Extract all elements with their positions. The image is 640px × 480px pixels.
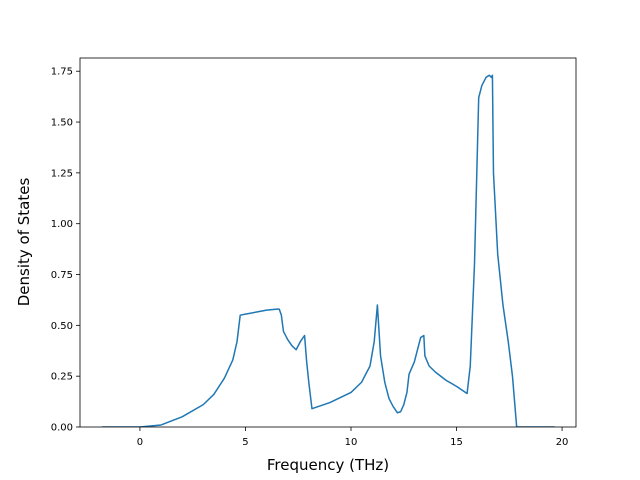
x-tick-label: 20 <box>556 437 569 448</box>
x-axis-label: Frequency (THz) <box>267 456 389 474</box>
y-axis-label: Density of States <box>15 178 33 307</box>
plot-frame <box>79 57 577 428</box>
x-tick-label: 15 <box>450 437 463 448</box>
y-tick-label: 0.25 <box>51 372 73 383</box>
y-tick-label: 1.00 <box>51 219 73 230</box>
x-tick-label: 0 <box>137 437 143 448</box>
y-tick-label: 1.25 <box>51 168 73 179</box>
y-tick-label: 0.00 <box>51 423 73 434</box>
x-tick-label: 10 <box>345 437 358 448</box>
y-tick-label: 1.50 <box>51 118 73 129</box>
y-tick-label: 0.75 <box>51 270 73 281</box>
x-tick-label: 5 <box>242 437 248 448</box>
y-tick-label: 1.75 <box>51 67 73 78</box>
y-tick-label: 0.50 <box>51 321 73 332</box>
dos-line <box>101 74 555 427</box>
